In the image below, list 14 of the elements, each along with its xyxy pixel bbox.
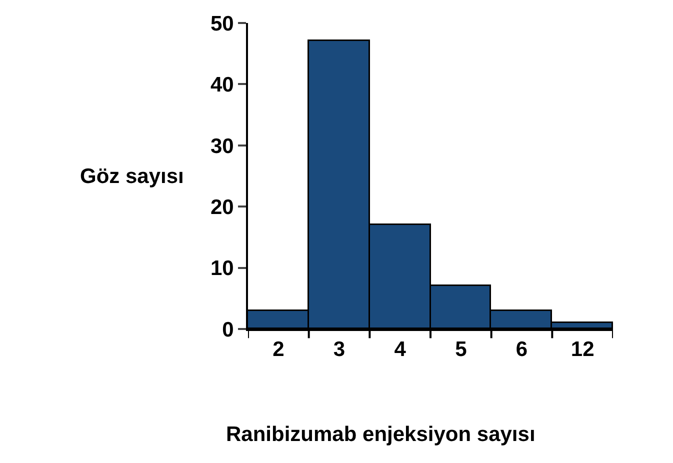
y-tick-label: 0 [222, 318, 234, 342]
x-axis-title: Ranibizumab enjeksiyon sayısı [226, 423, 536, 446]
y-tick-label: 10 [210, 257, 234, 280]
x-tick-label: 5 [455, 338, 468, 362]
y-tick-label: 20 [210, 196, 234, 219]
x-tick-label: 12 [570, 338, 594, 362]
x-tick-label: 4 [394, 338, 406, 362]
y-tick-label: 30 [210, 134, 234, 158]
x-tick-label: 2 [272, 338, 284, 362]
y-axis-title: Göz sayısı [80, 165, 184, 188]
x-tick-label: 3 [333, 338, 346, 362]
y-tick-label: 40 [210, 74, 234, 97]
x-tick-label: 6 [516, 338, 528, 362]
y-tick-label: 50 [210, 12, 234, 36]
